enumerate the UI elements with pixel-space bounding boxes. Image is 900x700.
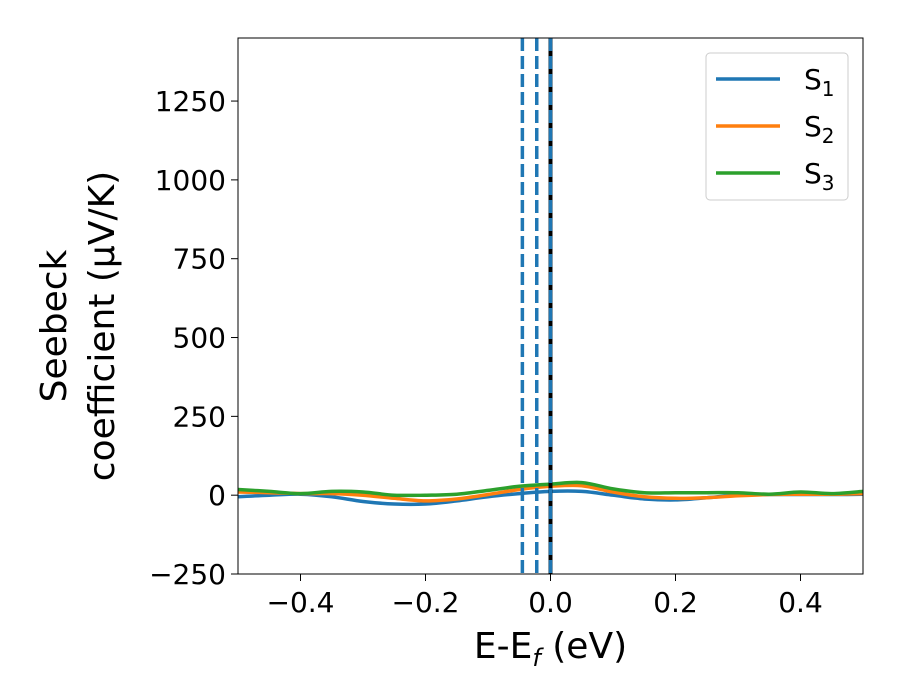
legend: S1 S2 S3 bbox=[705, 52, 849, 201]
x-tick-label: 0.0 bbox=[528, 586, 573, 619]
y-tick-label: 750 bbox=[173, 243, 226, 276]
y-tick-label: 500 bbox=[173, 322, 226, 355]
legend-label: S1 bbox=[804, 63, 835, 101]
y-tick-label: 1250 bbox=[155, 85, 226, 118]
x-tick-label: 0.2 bbox=[653, 586, 698, 619]
y-axis-ticks: −250 0 250 500 750 1000 1250 bbox=[149, 85, 238, 591]
y-axis-title: Seebeck coefficient (μV/K) bbox=[34, 171, 123, 481]
y-axis-title-line1: Seebeck bbox=[34, 249, 75, 402]
x-axis-title: E-Ef (eV) bbox=[474, 626, 627, 672]
y-tick-label: 0 bbox=[208, 479, 226, 512]
legend-label: S3 bbox=[804, 157, 835, 195]
x-tick-label: −0.2 bbox=[392, 586, 460, 619]
y-tick-label: 1000 bbox=[155, 164, 226, 197]
legend-items: S1 S2 S3 bbox=[716, 63, 835, 195]
y-axis-title-line2: coefficient (μV/K) bbox=[82, 171, 123, 481]
x-axis-title-suffix: (eV) bbox=[541, 626, 627, 667]
y-tick-label: −250 bbox=[149, 558, 226, 591]
x-axis-title-main: E-E bbox=[474, 626, 532, 667]
x-axis-ticks: −0.4 −0.2 0.0 0.2 0.4 bbox=[267, 574, 823, 619]
y-tick-label: 250 bbox=[173, 400, 226, 433]
legend-label: S2 bbox=[804, 110, 835, 148]
x-tick-label: 0.4 bbox=[778, 586, 823, 619]
vertical-markers bbox=[520, 38, 553, 574]
x-tick-label: −0.4 bbox=[267, 586, 335, 619]
